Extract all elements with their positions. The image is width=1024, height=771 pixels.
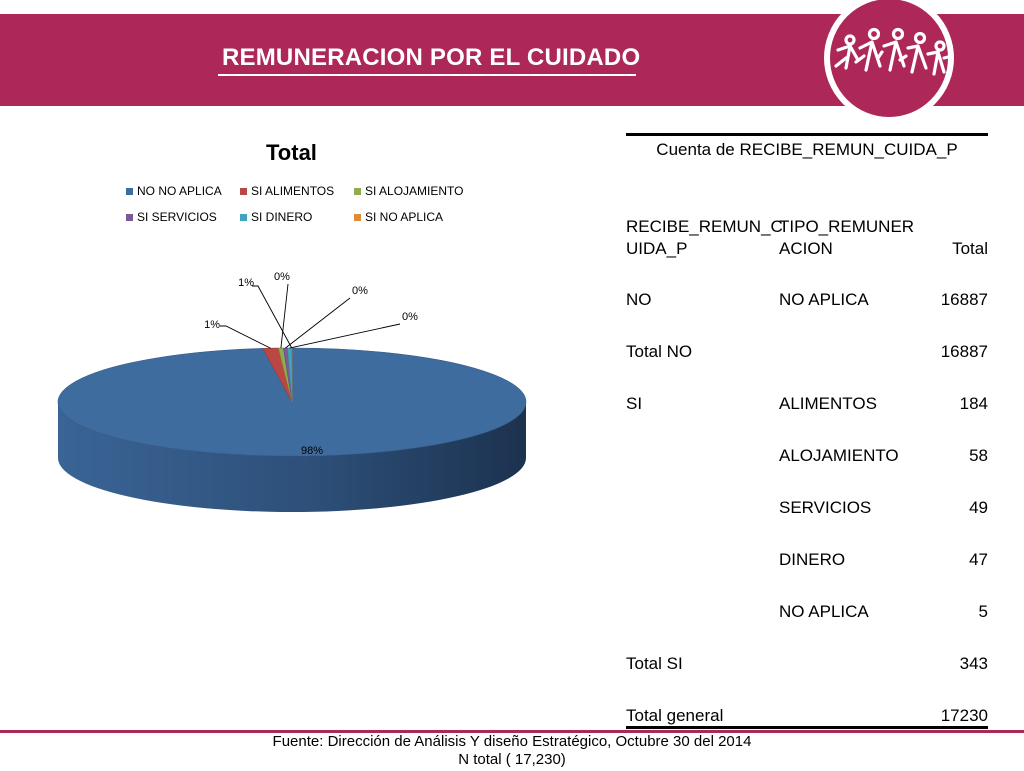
data-label: 1% (238, 277, 254, 289)
legend-label: SI NO APLICA (365, 210, 443, 224)
pie-plot: 98% 1% 0% 0% 0% 1% (0, 250, 600, 670)
table-cell-c1: SI (626, 394, 642, 414)
table-cell-c3: 16887 (941, 342, 988, 362)
table-cell-c1: Total NO (626, 342, 692, 362)
table-cell-c3: 58 (969, 446, 988, 466)
title-underline (218, 74, 636, 76)
legend-label: SI DINERO (251, 210, 312, 224)
legend-swatch (354, 214, 361, 221)
table-cell-c1: NO (626, 290, 652, 310)
page-title: REMUNERACION POR EL CUIDADO (222, 44, 640, 72)
table-cell-c3: 49 (969, 498, 988, 518)
header-col1-line2: UIDA_P (626, 238, 687, 260)
table-cell-c1: Total general (626, 706, 723, 726)
table-cell-c3: 184 (960, 394, 988, 414)
table-cell-c3: 47 (969, 550, 988, 570)
table-cell-c2: NO APLICA (779, 290, 869, 310)
chart-title: Total (266, 140, 317, 166)
legend-swatch (126, 188, 133, 195)
legend-label: SI ALIMENTOS (251, 184, 334, 198)
leader-line (285, 298, 350, 348)
table-cell-c2: NO APLICA (779, 602, 869, 622)
table-cell-c2: ALOJAMIENTO (779, 446, 899, 466)
data-label: 0% (402, 311, 418, 323)
table-bottom-rule (626, 726, 988, 729)
data-label: 98% (301, 445, 323, 457)
table-cell-c2: SERVICIOS (779, 498, 871, 518)
leader-line (252, 286, 292, 348)
leader-line (290, 324, 400, 348)
table-caption: Cuenta de RECIBE_REMUN_CUIDA_P (626, 140, 988, 160)
footer-source: Fuente: Dirección de Análisis Y diseño E… (0, 733, 1024, 750)
legend-item: SI ALOJAMIENTO (354, 184, 463, 198)
organization-logo (816, 0, 966, 118)
table-cell-c1: Total SI (626, 654, 683, 674)
header-col3: Total (952, 238, 988, 260)
table-cell-c3: 16887 (941, 290, 988, 310)
data-label: 1% (204, 319, 220, 331)
legend-swatch (240, 188, 247, 195)
pivot-table: Cuenta de RECIBE_REMUN_CUIDA_P RECIBE_RE… (626, 130, 988, 730)
footer: Fuente: Dirección de Análisis Y diseño E… (0, 730, 1024, 771)
header-col2-line1: TIPO_REMUNER (779, 216, 914, 238)
legend-swatch (354, 188, 361, 195)
legend-item: SI DINERO (240, 210, 312, 224)
data-label: 0% (352, 285, 368, 297)
table-cell-c2: DINERO (779, 550, 845, 570)
header-col2-line2: ACION (779, 238, 833, 260)
table-cell-c3: 17230 (941, 706, 988, 726)
table-cell-c3: 5 (979, 602, 988, 622)
legend-swatch (126, 214, 133, 221)
header-col1-line1: RECIBE_REMUN_C (626, 216, 783, 238)
legend-swatch (240, 214, 247, 221)
legend-item: SI SERVICIOS (126, 210, 217, 224)
pie-chart: Total NO NO APLICA SI ALIMENTOS SI ALOJAMI… (0, 120, 600, 720)
legend-item: SI NO APLICA (354, 210, 443, 224)
data-label: 0% (274, 271, 290, 283)
table-top-rule (626, 133, 988, 136)
legend-label: SI SERVICIOS (137, 210, 217, 224)
legend-item: SI ALIMENTOS (240, 184, 334, 198)
table-cell-c2: ALIMENTOS (779, 394, 877, 414)
footer-total: N total ( 17,230) (0, 751, 1024, 768)
legend-item: NO NO APLICA (126, 184, 222, 198)
leader-line (220, 326, 271, 348)
table-cell-c3: 343 (960, 654, 988, 674)
legend-label: NO NO APLICA (137, 184, 222, 198)
legend-label: SI ALOJAMIENTO (365, 184, 463, 198)
